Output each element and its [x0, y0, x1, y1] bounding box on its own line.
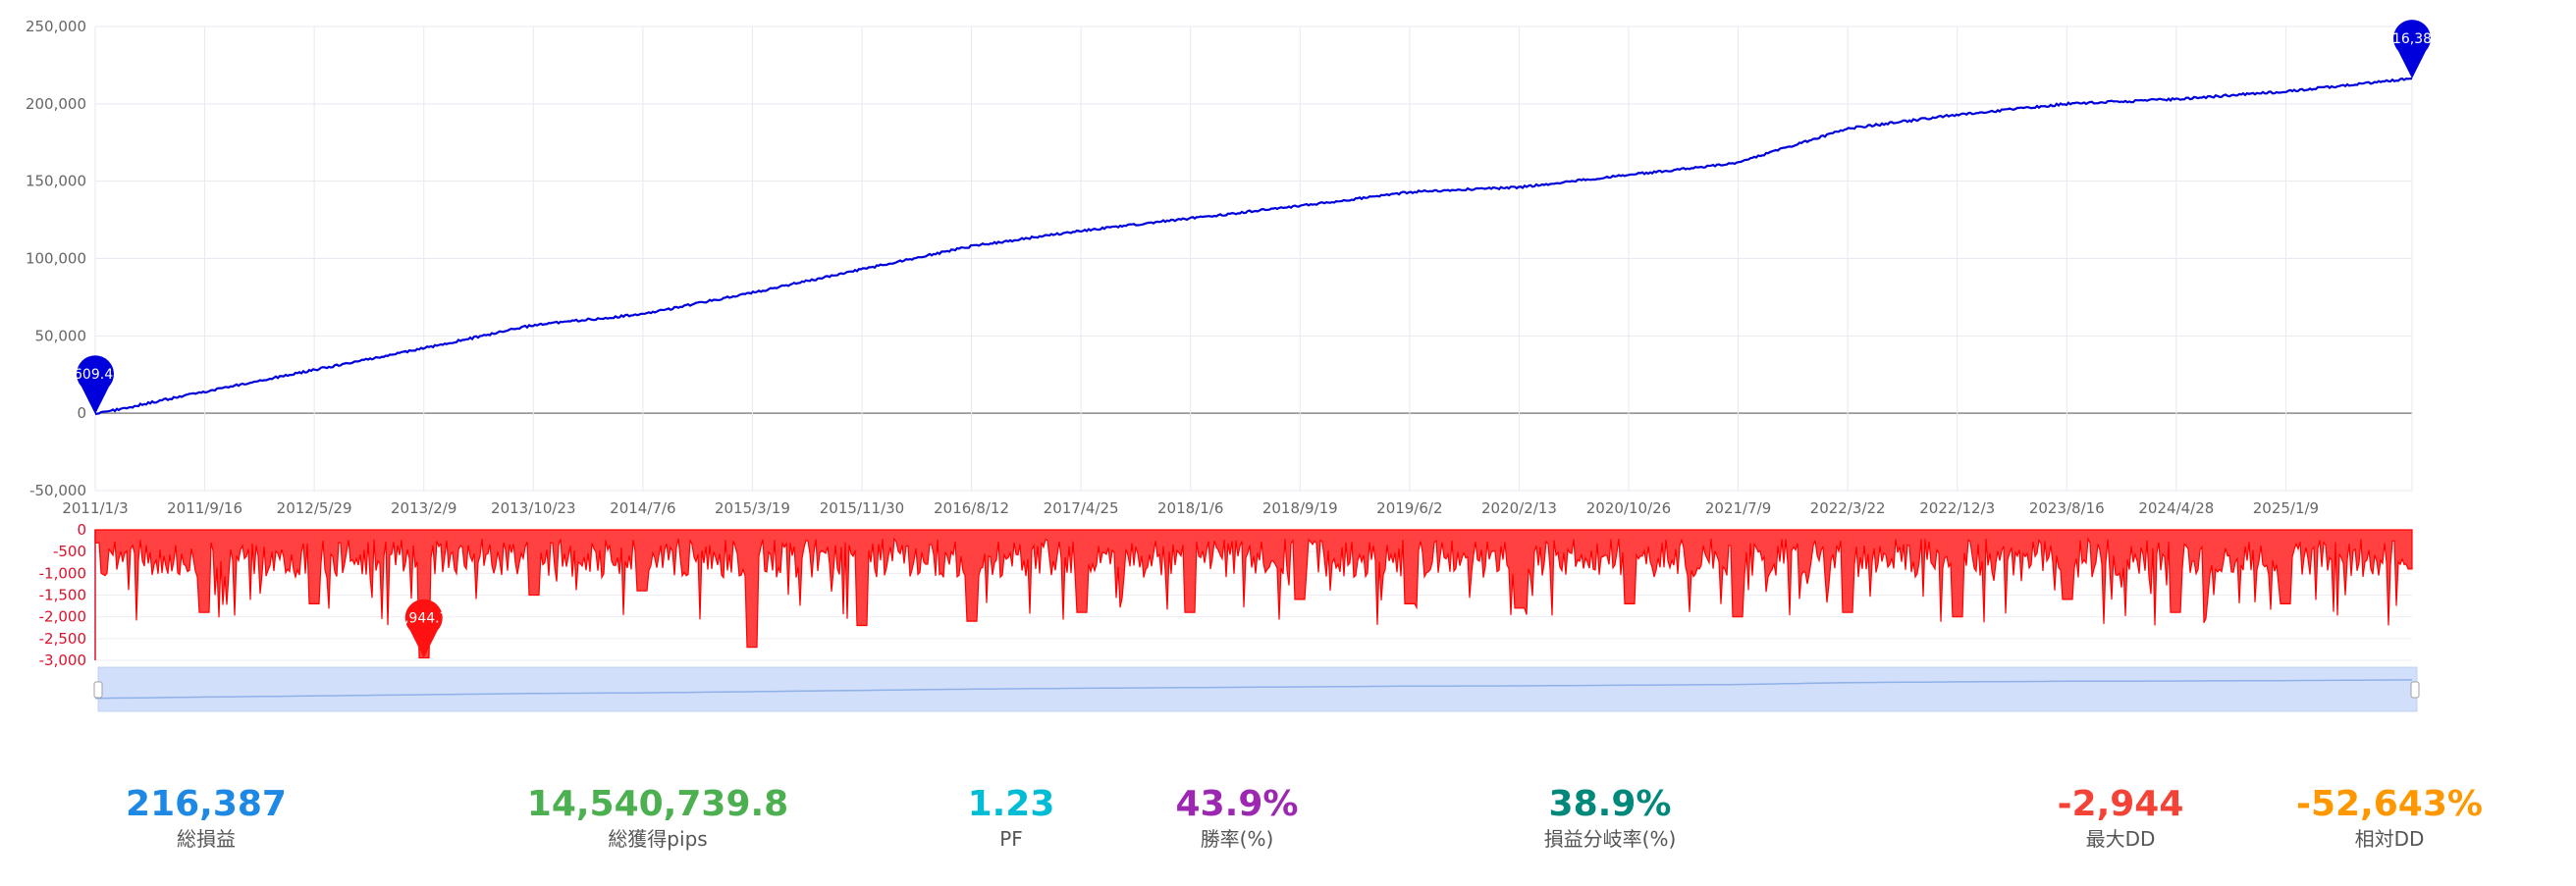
zoom-handle-left[interactable]	[93, 681, 103, 699]
x-tick-label: 2022/3/22	[1810, 499, 1886, 517]
stat-win-rate-value: 43.9%	[1175, 784, 1299, 824]
equity-plot-area[interactable]: -609.45 216,387	[69, 20, 2441, 416]
x-tick-label: 2017/4/25	[1044, 499, 1119, 517]
stat-profit-factor-label: PF	[999, 827, 1023, 851]
stat-relative-drawdown-label: 相対DD	[2354, 827, 2425, 851]
zoom-preview-line	[94, 679, 2413, 700]
drawdown-min-marker-label: -2,944.77	[391, 611, 456, 627]
x-tick-label: 2020/2/13	[1481, 499, 1557, 517]
x-tick-label: 2011/9/16	[167, 499, 242, 517]
x-tick-label: 2012/5/29	[277, 499, 352, 517]
equity-line	[94, 77, 2413, 416]
zoom-slider[interactable]	[93, 666, 2420, 712]
x-tick-label: 2024/4/28	[2138, 499, 2214, 517]
equity-max-marker-shape	[2393, 20, 2432, 78]
stat-total-profit: 216,387 総損益	[29, 783, 383, 852]
stat-relative-drawdown: -52,643% 相対DD	[2213, 783, 2566, 852]
stat-profit-factor: 1.23 PF	[834, 783, 1188, 852]
equity-y-tick-label: 250,000	[26, 18, 86, 35]
x-tick-label: 2021/7/9	[1705, 499, 1771, 517]
zoom-handle-right[interactable]	[2410, 681, 2420, 699]
x-tick-label: 2014/7/6	[610, 499, 675, 517]
drawdown-y-axis: 0 -500 -1,000 -1,500 -2,000 -2,500 -3,000	[39, 521, 86, 669]
stat-profit-factor-value: 1.23	[967, 784, 1055, 824]
stat-relative-drawdown-value: -52,643%	[2296, 784, 2483, 824]
equity-y-tick-label: 100,000	[26, 250, 86, 268]
equity-min-marker-shape	[77, 355, 114, 415]
stat-win-rate: 43.9% 勝率(%)	[1060, 783, 1414, 852]
drawdown-y-tick-label: -1,500	[39, 587, 86, 604]
equity-min-marker[interactable]: -609.45	[69, 355, 122, 415]
equity-max-marker[interactable]: 216,387	[2384, 20, 2441, 78]
zoom-slider-selection[interactable]	[98, 667, 2417, 711]
drawdown-y-tick-label: -2,000	[39, 608, 86, 626]
equity-y-tick-label: 0	[77, 404, 86, 422]
stat-max-drawdown-value: -2,944	[2057, 784, 2184, 824]
drawdown-min-marker[interactable]: -2,944.77	[391, 599, 456, 658]
stat-total-pips-label: 総獲得pips	[608, 827, 708, 851]
drawdown-plot-area[interactable]: -2,944.77	[94, 529, 2413, 659]
drawdown-y-tick-label: 0	[77, 521, 86, 539]
stat-win-rate-label: 勝率(%)	[1200, 827, 1274, 851]
x-tick-label: 2018/9/19	[1262, 499, 1338, 517]
x-tick-label: 2015/11/30	[820, 499, 904, 517]
x-tick-label: 2013/2/9	[391, 499, 456, 517]
x-tick-label: 2011/1/3	[62, 499, 128, 517]
drawdown-y-tick-label: -2,500	[39, 630, 86, 648]
equity-y-tick-label: 50,000	[35, 327, 87, 344]
drawdown-y-tick-label: -1,000	[39, 564, 86, 582]
stat-breakeven-rate: 38.9% 損益分岐率(%)	[1433, 783, 1787, 852]
equity-y-axis: 250,000 200,000 150,000 100,000 50,000 0 -50,0…	[26, 18, 86, 499]
zoom-slider-track[interactable]	[97, 666, 2418, 712]
drawdown-area	[94, 529, 2413, 659]
x-tick-label: 2020/10/26	[1586, 499, 1671, 517]
x-tick-label: 2025/1/9	[2253, 499, 2319, 517]
stat-total-profit-value: 216,387	[126, 784, 287, 824]
stat-breakeven-rate-label: 損益分岐率(%)	[1543, 827, 1677, 851]
equity-y-tick-label: 150,000	[26, 173, 86, 190]
stat-total-pips-value: 14,540,739.8	[526, 784, 789, 824]
drawdown-y-tick-label: -500	[53, 543, 86, 560]
x-tick-label: 2023/8/16	[2029, 499, 2105, 517]
date-x-axis: 2011/1/3 2011/9/16 2012/5/29 2013/2/9 2013/1…	[62, 499, 2319, 517]
stat-total-pips: 14,540,739.8 総獲得pips	[481, 783, 834, 852]
equity-max-marker-label: 216,387	[2384, 31, 2441, 47]
x-tick-label: 2016/8/12	[934, 499, 1009, 517]
equity-min-marker-label: -609.45	[69, 367, 122, 383]
x-tick-label: 2015/3/19	[715, 499, 790, 517]
drawdown-y-tick-label: -3,000	[39, 651, 86, 669]
x-tick-label: 2019/6/2	[1376, 499, 1442, 517]
x-tick-label: 2022/12/3	[1919, 499, 1995, 517]
stat-total-profit-label: 総損益	[177, 827, 236, 851]
stat-max-drawdown-label: 最大DD	[2085, 827, 2156, 851]
equity-y-tick-label: 200,000	[26, 95, 86, 113]
stat-max-drawdown: -2,944 最大DD	[1944, 783, 2297, 852]
x-tick-label: 2013/10/23	[491, 499, 575, 517]
stat-breakeven-rate-value: 38.9%	[1548, 784, 1672, 824]
equity-y-tick-label: -50,000	[29, 482, 86, 499]
equity-grid	[94, 26, 2413, 492]
x-tick-label: 2018/1/6	[1157, 499, 1223, 517]
drawdown-min-marker-shape	[404, 599, 443, 658]
